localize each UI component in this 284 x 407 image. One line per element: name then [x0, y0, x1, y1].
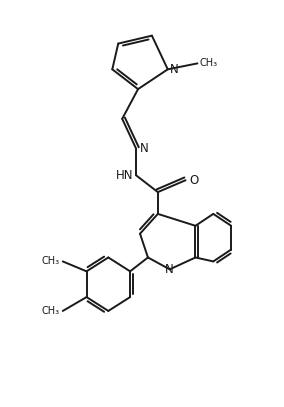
Text: N: N: [170, 63, 178, 76]
Text: HN: HN: [116, 169, 133, 182]
Text: O: O: [189, 174, 199, 187]
Text: N: N: [140, 142, 149, 155]
Text: N: N: [165, 263, 174, 276]
Text: CH₃: CH₃: [199, 58, 218, 68]
Text: CH₃: CH₃: [42, 306, 60, 316]
Text: CH₃: CH₃: [42, 256, 60, 267]
